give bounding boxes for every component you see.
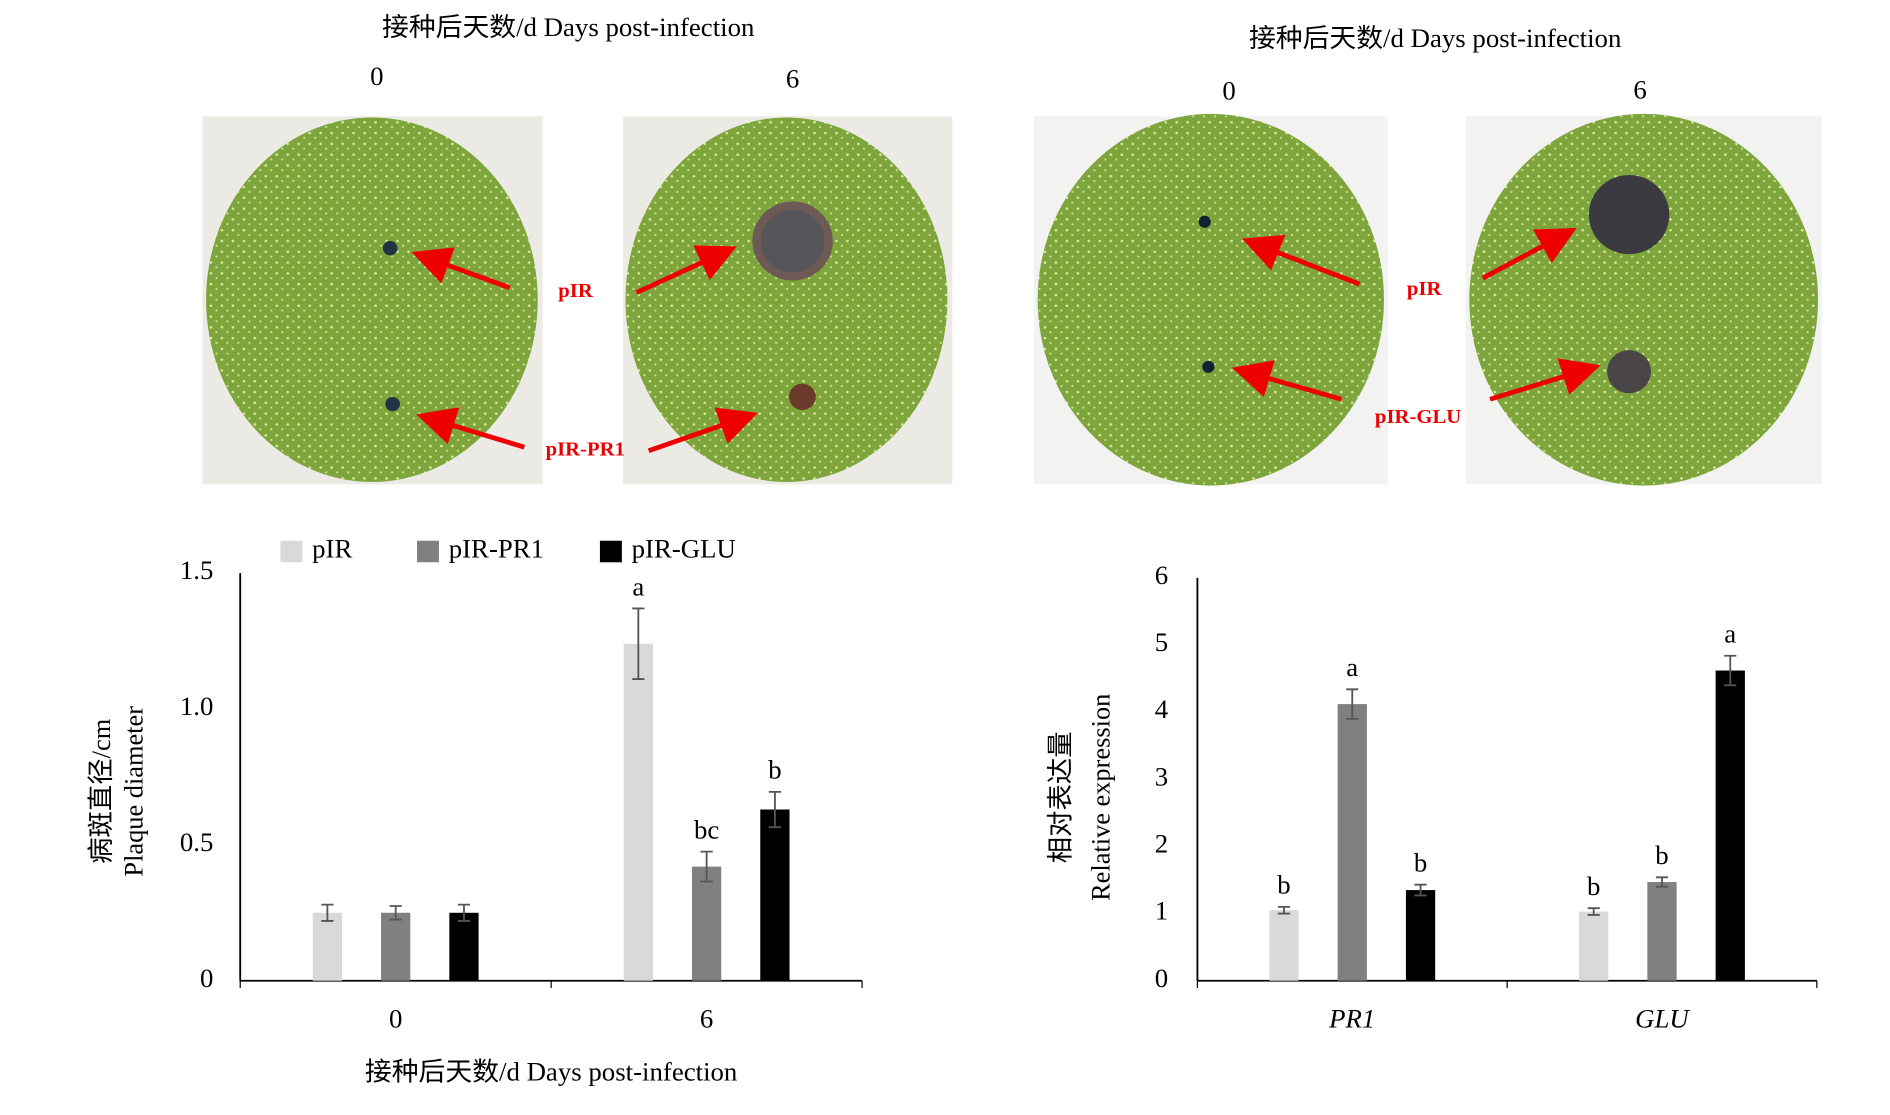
x-tick-label: 6 (700, 1004, 713, 1034)
bar (312, 912, 343, 981)
bar (1337, 704, 1367, 981)
fruit (206, 117, 538, 482)
legend-label: pIR (312, 534, 352, 564)
error-bar (632, 607, 645, 680)
fruit (1469, 113, 1819, 486)
photo-day: 0 (1222, 76, 1235, 106)
legend-swatch (599, 540, 622, 563)
bar (1715, 670, 1745, 981)
y-axis-label: Relative expression (1085, 694, 1115, 901)
bar (1579, 911, 1609, 981)
error-bar (700, 850, 713, 883)
x-axis-label: 接种后天数/d Days post-infection (365, 1056, 737, 1086)
photo-day: 6 (786, 64, 799, 94)
x-tick-label: PR1 (1328, 1004, 1375, 1034)
error-bar (1655, 876, 1669, 888)
photo-panels (202, 113, 1822, 486)
error-bar (1414, 883, 1427, 897)
significance-letter: b (1587, 871, 1600, 901)
significance-letter: a (1724, 619, 1736, 649)
significance-letter: a (1346, 652, 1358, 682)
y-tick-label: 2 (1155, 829, 1168, 859)
y-tick-label: 4 (1155, 694, 1168, 724)
lesion (788, 383, 816, 411)
error-bar (768, 790, 781, 829)
y-axis-label: Plaque diameter (119, 706, 149, 877)
photo-label: pIR-GLU (1375, 406, 1462, 428)
error-bar (1277, 905, 1291, 915)
photo-label: pIR (1407, 278, 1443, 300)
significance-letter: b (1414, 848, 1427, 878)
error-bar (457, 903, 471, 922)
arrows (411, 228, 1601, 454)
bar (1405, 890, 1436, 981)
y-tick-label: 0 (1155, 963, 1168, 993)
error-bar (1724, 654, 1737, 687)
legend-swatch (280, 540, 303, 563)
error-bar (1346, 688, 1359, 720)
error-bar (1587, 907, 1600, 916)
wound (385, 396, 400, 412)
y-tick-label: 1.5 (180, 555, 214, 585)
photo-label: pIR (558, 280, 594, 302)
fruit (625, 117, 948, 482)
error-bar (389, 905, 402, 921)
photo-day: 0 (370, 61, 383, 91)
lesion (1588, 175, 1670, 255)
bar (623, 643, 653, 981)
wound (1202, 360, 1215, 373)
y-axis-label: 相对表达量 (1045, 731, 1075, 863)
error-bar (321, 903, 334, 922)
wound (1198, 215, 1211, 228)
bar (691, 866, 722, 981)
photo-title: 接种后天数/d Days post-infection (382, 12, 754, 42)
x-tick-label: GLU (1635, 1004, 1690, 1034)
legend-label: pIR-PR1 (449, 534, 544, 564)
y-axis-label: 病斑直径/cm (86, 718, 116, 863)
wound (382, 240, 398, 256)
y-tick-label: 6 (1155, 560, 1168, 590)
bar (381, 912, 411, 981)
x-tick-label: 0 (389, 1004, 402, 1034)
bar (1269, 910, 1299, 981)
photo-day: 6 (1633, 75, 1646, 105)
y-tick-label: 3 (1155, 762, 1168, 792)
lesion (760, 209, 825, 273)
fruit (1037, 113, 1384, 486)
significance-letter: a (632, 571, 644, 601)
bar (1647, 882, 1677, 981)
significance-letter: b (1277, 870, 1290, 900)
significance-letter: b (1655, 840, 1668, 870)
y-tick-label: 0.5 (180, 827, 214, 857)
lesion (1607, 350, 1652, 394)
y-tick-label: 0 (200, 963, 213, 993)
y-tick-label: 1.0 (180, 691, 214, 721)
photo-title: 接种后天数/d Days post-infection (1249, 23, 1621, 53)
bar (760, 809, 790, 981)
bar (449, 912, 479, 981)
y-tick-label: 5 (1155, 627, 1168, 657)
y-tick-label: 1 (1155, 896, 1168, 926)
legend-label: pIR-GLU (632, 534, 736, 564)
significance-letter: b (768, 755, 781, 785)
significance-letter: bc (694, 815, 719, 845)
photo-label: pIR-PR1 (546, 439, 625, 461)
legend-swatch (417, 540, 439, 563)
